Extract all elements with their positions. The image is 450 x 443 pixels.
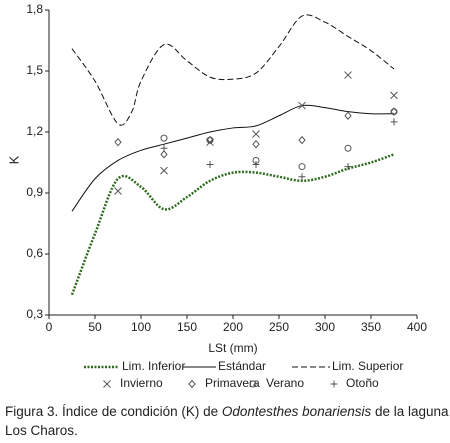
marker: [344, 163, 352, 171]
x-tick-label: 200: [223, 320, 243, 334]
marker: [390, 107, 398, 116]
marker: [298, 101, 306, 110]
legend-marker: [188, 379, 196, 389]
x-tick-label: 50: [88, 320, 102, 334]
marker: [298, 173, 306, 181]
line-solid: [71, 104, 395, 212]
marker: [390, 118, 398, 126]
caption-text: de la laguna Los Charos.: [5, 404, 449, 438]
x-tick-label: 100: [131, 320, 151, 334]
marker: [206, 161, 214, 169]
legend-label: Primavera: [205, 376, 260, 390]
legend-label: Otoño: [346, 376, 379, 390]
legend-marker: [330, 380, 338, 388]
marker: [344, 71, 352, 79]
marker: [114, 187, 122, 195]
x-axis-label: LSt (mm): [208, 341, 257, 355]
legend-label: Estándar: [218, 359, 266, 373]
marker: [344, 111, 352, 121]
chart: LSt (mm) K 0 50 100 150 200 250 300 350 400 0,3 0,…: [6, 2, 427, 390]
legend-marker: [103, 380, 111, 388]
x-tick-label: 250: [269, 320, 289, 334]
marker: [390, 91, 398, 100]
legend-label: Verano: [266, 376, 304, 390]
x-tick-label: 300: [315, 320, 335, 334]
caption-species: Odontesthes bonariensis: [221, 404, 372, 419]
y-tick-label: 0,9: [26, 185, 43, 199]
line-dotted: [70, 153, 395, 296]
caption: Figura 3. Índice de condición (K) de Odo…: [5, 402, 450, 440]
y-tick-label: 0,6: [26, 246, 43, 260]
marker: [160, 150, 168, 159]
marker: [298, 163, 306, 171]
marker: [252, 130, 260, 138]
marker: [114, 137, 122, 147]
legend-label: Lim. Superior: [332, 359, 403, 373]
x-tick-label: 150: [177, 320, 197, 334]
x-tick-label: 350: [361, 320, 381, 334]
line-dashed: [71, 14, 395, 126]
x-tick-label: 400: [407, 320, 427, 334]
marker: [206, 136, 214, 144]
marker: [344, 144, 352, 152]
marker: [160, 166, 168, 175]
y-tick-label: 1,5: [26, 63, 43, 77]
marker: [252, 161, 260, 169]
y-tick-label: 1,2: [26, 124, 43, 138]
marker: [160, 134, 168, 142]
y-axis-label: K: [6, 155, 21, 164]
legend-label: Lim. Inferior: [122, 359, 185, 373]
legend-label: Invierno: [120, 376, 163, 390]
marker: [298, 135, 306, 145]
marker: [390, 108, 398, 116]
x-tick-label: 0: [46, 320, 53, 334]
legend-marker: [249, 380, 257, 388]
marker: [252, 139, 260, 149]
caption-text: Figura 3. Índice de condición (K) de: [5, 404, 222, 419]
y-tick-label: 1,8: [26, 2, 43, 16]
y-tick-label: 0,3: [26, 307, 43, 321]
marker: [160, 144, 168, 152]
